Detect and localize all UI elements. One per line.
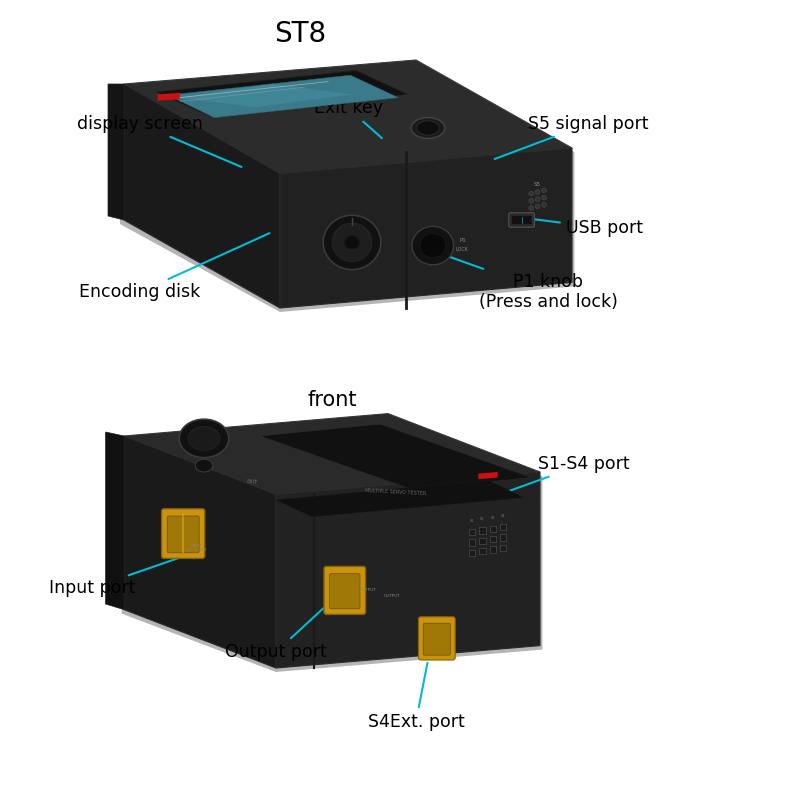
Ellipse shape [542, 202, 546, 207]
Bar [479, 548, 486, 554]
FancyBboxPatch shape [418, 617, 455, 660]
Text: S5 signal port: S5 signal port [494, 115, 648, 159]
Polygon shape [108, 84, 124, 220]
Text: S2: S2 [480, 517, 485, 522]
Ellipse shape [417, 121, 439, 135]
Ellipse shape [529, 191, 534, 196]
Polygon shape [156, 70, 408, 115]
Ellipse shape [332, 223, 372, 262]
Text: display screen: display screen [77, 115, 242, 167]
Text: Encoding disk: Encoding disk [79, 233, 270, 301]
Polygon shape [478, 472, 498, 479]
Text: EXIT: EXIT [246, 478, 258, 485]
Text: S4: S4 [501, 514, 506, 518]
Text: front: front [307, 390, 357, 410]
Polygon shape [122, 418, 542, 672]
Polygon shape [124, 414, 540, 494]
Bar [490, 526, 496, 532]
Polygon shape [168, 75, 398, 118]
Text: P1: P1 [460, 238, 466, 242]
Ellipse shape [535, 190, 540, 194]
Bar [490, 546, 496, 553]
Text: Input port: Input port [49, 553, 194, 597]
FancyBboxPatch shape [423, 623, 450, 655]
Bar [479, 538, 486, 544]
FancyBboxPatch shape [330, 574, 360, 609]
Text: S4Ext. port: S4Ext. port [368, 662, 464, 730]
Text: S3: S3 [490, 515, 495, 520]
FancyBboxPatch shape [162, 509, 205, 558]
Text: LOCK: LOCK [456, 247, 469, 252]
Ellipse shape [535, 197, 540, 202]
Ellipse shape [529, 206, 534, 210]
Text: INPUT
DC 7-26V: INPUT DC 7-26V [187, 544, 206, 552]
Ellipse shape [323, 215, 381, 270]
Polygon shape [260, 424, 532, 490]
Text: P1 knob
(Press and lock): P1 knob (Press and lock) [438, 253, 618, 311]
Ellipse shape [195, 459, 213, 472]
Polygon shape [120, 64, 574, 312]
Ellipse shape [345, 236, 359, 249]
Polygon shape [280, 148, 572, 308]
Text: MULTIPLE SERVO TESTER: MULTIPLE SERVO TESTER [366, 488, 426, 496]
Ellipse shape [412, 226, 454, 265]
Polygon shape [106, 432, 124, 610]
Ellipse shape [542, 195, 546, 200]
Bar [469, 529, 475, 535]
Text: ST8: ST8 [274, 20, 326, 48]
FancyBboxPatch shape [509, 213, 534, 227]
Text: S1: S1 [470, 518, 474, 523]
Ellipse shape [535, 204, 540, 209]
Bar [490, 536, 496, 542]
Bar [469, 550, 475, 556]
Text: USB port: USB port [510, 216, 642, 237]
Polygon shape [124, 60, 572, 174]
Polygon shape [124, 436, 276, 668]
Ellipse shape [188, 426, 220, 450]
Bar [500, 545, 506, 551]
Text: Exit key: Exit key [314, 99, 382, 138]
Bar [500, 534, 506, 541]
Polygon shape [124, 84, 280, 308]
Ellipse shape [179, 419, 229, 458]
Bar [500, 524, 506, 530]
Polygon shape [176, 84, 352, 107]
FancyBboxPatch shape [511, 215, 532, 225]
Ellipse shape [411, 118, 445, 138]
Ellipse shape [542, 188, 546, 193]
Bar [469, 539, 475, 546]
Text: OUTPUT: OUTPUT [360, 589, 376, 592]
Text: OUTPUT: OUTPUT [384, 594, 400, 598]
Polygon shape [276, 480, 524, 517]
Text: Output port: Output port [225, 606, 327, 661]
Text: S5: S5 [534, 182, 541, 186]
Polygon shape [276, 472, 540, 668]
FancyBboxPatch shape [324, 566, 366, 614]
Ellipse shape [420, 234, 446, 258]
Ellipse shape [529, 198, 534, 203]
Bar [479, 527, 486, 534]
FancyBboxPatch shape [167, 516, 199, 553]
Text: S1-S4 port: S1-S4 port [486, 455, 630, 499]
Polygon shape [158, 93, 180, 101]
